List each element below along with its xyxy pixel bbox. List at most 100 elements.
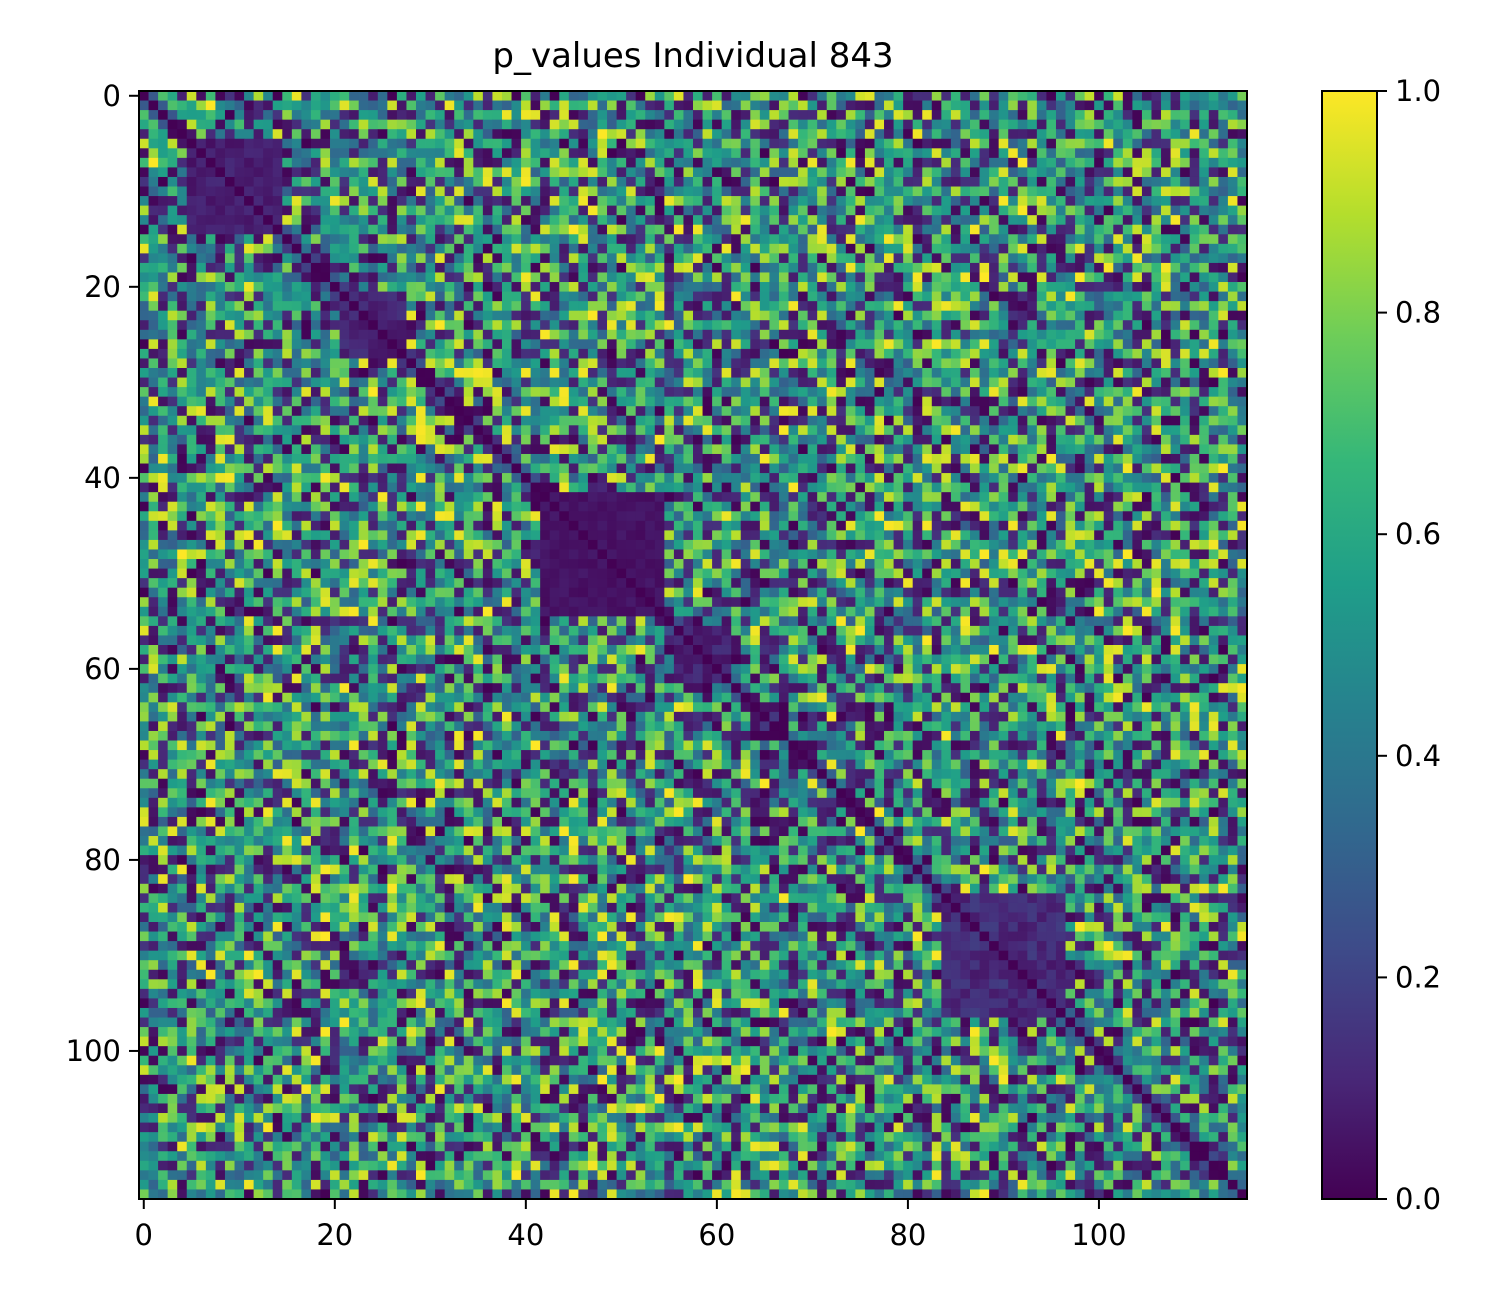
heatmap-cell [530,282,541,292]
heatmap-cell [1218,282,1229,292]
heatmap-cell [1161,453,1171,464]
heatmap-cell [320,148,331,159]
heatmap-cell [224,186,235,197]
heatmap-cell [1027,348,1038,359]
heatmap-cell [597,148,608,159]
heatmap-cell [989,129,1000,140]
heatmap-cell [626,224,637,235]
heatmap-cell [511,444,522,455]
heatmap-cell [979,243,990,254]
heatmap-cell [148,129,159,140]
heatmap-cell [444,301,455,312]
heatmap-cell [673,234,684,245]
heatmap-cell [750,253,761,264]
heatmap-cell [1055,196,1066,207]
heatmap-cell [712,186,723,197]
heatmap-cell [1027,243,1038,254]
heatmap-cell [473,425,484,436]
heatmap-cell [368,282,379,292]
heatmap-cell [224,453,235,464]
heatmap-cell [798,224,809,235]
heatmap-cell [1122,119,1133,130]
heatmap-cell [893,291,904,302]
heatmap-cell [587,157,598,168]
heatmap-cell [970,463,980,474]
heatmap-cell [435,396,446,407]
heatmap-cell [521,282,532,292]
heatmap-cell [807,234,818,245]
heatmap-cell [1227,205,1238,216]
heatmap-cell [1189,348,1200,359]
heatmap-cell [540,320,551,331]
heatmap-cell [158,463,169,474]
heatmap-cell [597,129,608,140]
heatmap-cell [635,205,646,216]
heatmap-cell [205,205,216,216]
heatmap-cell [1170,167,1181,178]
heatmap-cell [960,157,971,168]
heatmap-cell [454,482,465,493]
heatmap-cell [635,329,646,340]
heatmap-cell [1180,110,1191,121]
heatmap-cell [750,406,761,417]
heatmap-cell [607,129,617,140]
heatmap-cell [177,463,188,474]
heatmap-cell [970,234,980,245]
heatmap-cell [568,272,579,283]
heatmap-cell [234,301,245,312]
heatmap-cell [559,243,570,254]
heatmap-cell [291,129,302,140]
heatmap-cell [310,253,321,264]
heatmap-cell [769,272,780,283]
heatmap-cell [549,196,560,207]
heatmap-cell [320,434,331,445]
heatmap-cell [1132,100,1143,111]
heatmap-cell [1065,148,1076,159]
heatmap-cell [368,377,379,388]
heatmap-cell [196,110,207,121]
heatmap-cell [769,358,780,369]
heatmap-cell [1180,387,1191,398]
heatmap-cell [482,482,493,493]
heatmap-cell [712,387,723,398]
heatmap-cell [587,148,598,159]
heatmap-cell [1008,348,1019,359]
heatmap-cell [654,348,665,359]
heatmap-cell [501,492,512,503]
heatmap-cell [1141,148,1152,159]
heatmap-cell [712,329,723,340]
heatmap-cell [931,473,942,484]
heatmap-cell [836,482,847,493]
heatmap-cell [387,406,398,417]
heatmap-cell [444,396,455,407]
heatmap-cell [263,415,274,426]
heatmap-cell [444,291,455,302]
heatmap-cell [1075,396,1086,407]
heatmap-cell [1017,482,1028,493]
heatmap-cell [979,415,990,426]
heatmap-cell [568,291,579,302]
heatmap-cell [1218,196,1229,207]
heatmap-cell [989,100,1000,111]
heatmap-cell [855,215,866,226]
heatmap-cell [482,425,493,436]
heatmap-cell [1189,415,1200,426]
heatmap-cell [1132,272,1143,283]
heatmap-cell [167,215,178,226]
heatmap-cell [377,320,388,331]
heatmap-cell [788,434,799,445]
heatmap-cell [158,358,169,369]
heatmap-cell [234,243,245,254]
heatmap-cell [941,425,952,436]
heatmap-cell [960,387,971,398]
heatmap-cell [1189,167,1200,178]
heatmap-cell [148,482,159,493]
heatmap-cell [291,157,302,168]
heatmap-cell [673,262,684,273]
heatmap-cell [950,91,961,101]
heatmap-cell [1113,282,1124,292]
heatmap-cell [979,377,990,388]
heatmap-cell [148,377,159,388]
heatmap-cell [1017,176,1028,187]
heatmap-cell [616,291,627,302]
